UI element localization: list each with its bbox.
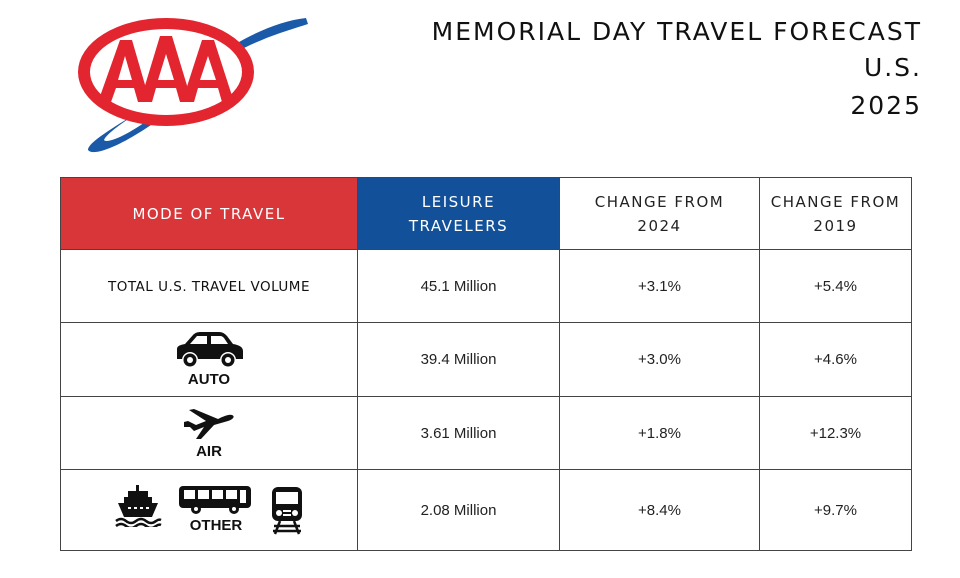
- forecast-table: MODE OF TRAVEL LEISURE TRAVELERS CHANGE …: [60, 177, 912, 551]
- train-icon: [272, 487, 302, 535]
- table-row: TOTAL U.S. TRAVEL VOLUME 45.1 Million +3…: [60, 249, 912, 323]
- header-leisure-travelers: LEISURE TRAVELERS: [357, 177, 560, 250]
- title-line-2: U.S.: [863, 53, 922, 82]
- change-2019-cell: +9.7%: [759, 469, 912, 551]
- travelers-cell: 39.4 Million: [357, 322, 560, 397]
- header-change-2024: CHANGE FROM 2024: [559, 177, 760, 250]
- aaa-logo: [68, 10, 318, 160]
- mode-cell: AUTO: [60, 322, 358, 397]
- car-icon: [177, 332, 243, 368]
- mode-cell: OTHER: [60, 469, 358, 551]
- title-line-3: 2025: [850, 91, 922, 120]
- change-2019-cell: +12.3%: [759, 396, 912, 470]
- airplane-icon: [184, 408, 234, 439]
- mode-label: AUTO: [187, 371, 231, 388]
- header-leisure-travelers-label: LEISURE TRAVELERS: [408, 192, 509, 235]
- change-2024-cell: +1.8%: [559, 396, 760, 470]
- mode-cell: AIR: [60, 396, 358, 470]
- ship-icon: [115, 485, 162, 527]
- other-middle: OTHER: [178, 485, 254, 534]
- travelers-cell: 2.08 Million: [357, 469, 560, 551]
- table-row: AIR 3.61 Million +1.8% +12.3%: [60, 396, 912, 470]
- table-row: AUTO 39.4 Million +3.0% +4.6%: [60, 322, 912, 397]
- change-2024-cell: +3.1%: [559, 249, 760, 323]
- header-change-2019: CHANGE FROM 2019: [759, 177, 912, 250]
- change-2019-cell: +5.4%: [759, 249, 912, 323]
- change-2019-cell: +4.6%: [759, 322, 912, 397]
- other-icons: OTHER: [61, 485, 357, 535]
- header-change-2024-label: CHANGE FROM 2024: [594, 192, 725, 235]
- bus-icon: [179, 486, 251, 514]
- travelers-cell: 45.1 Million: [357, 249, 560, 323]
- change-2024-cell: +3.0%: [559, 322, 760, 397]
- mode-label: TOTAL U.S. TRAVEL VOLUME: [107, 278, 310, 295]
- mode-label: AIR: [196, 442, 222, 460]
- mode-label: OTHER: [189, 517, 243, 534]
- page-title: MEMORIAL DAY TRAVEL FORECAST U.S. 2025: [432, 14, 922, 124]
- title-line-1: MEMORIAL DAY TRAVEL FORECAST: [431, 17, 922, 46]
- travelers-cell: 3.61 Million: [357, 396, 560, 470]
- table-row: OTHER 2.08 Million +8.4% +9.7%: [60, 469, 912, 551]
- mode-cell: TOTAL U.S. TRAVEL VOLUME: [60, 249, 358, 323]
- header-row: MODE OF TRAVEL LEISURE TRAVELERS CHANGE …: [60, 177, 912, 250]
- header-change-2019-label: CHANGE FROM 2019: [770, 192, 901, 235]
- header-mode-of-travel: MODE OF TRAVEL: [60, 177, 358, 250]
- change-2024-cell: +8.4%: [559, 469, 760, 551]
